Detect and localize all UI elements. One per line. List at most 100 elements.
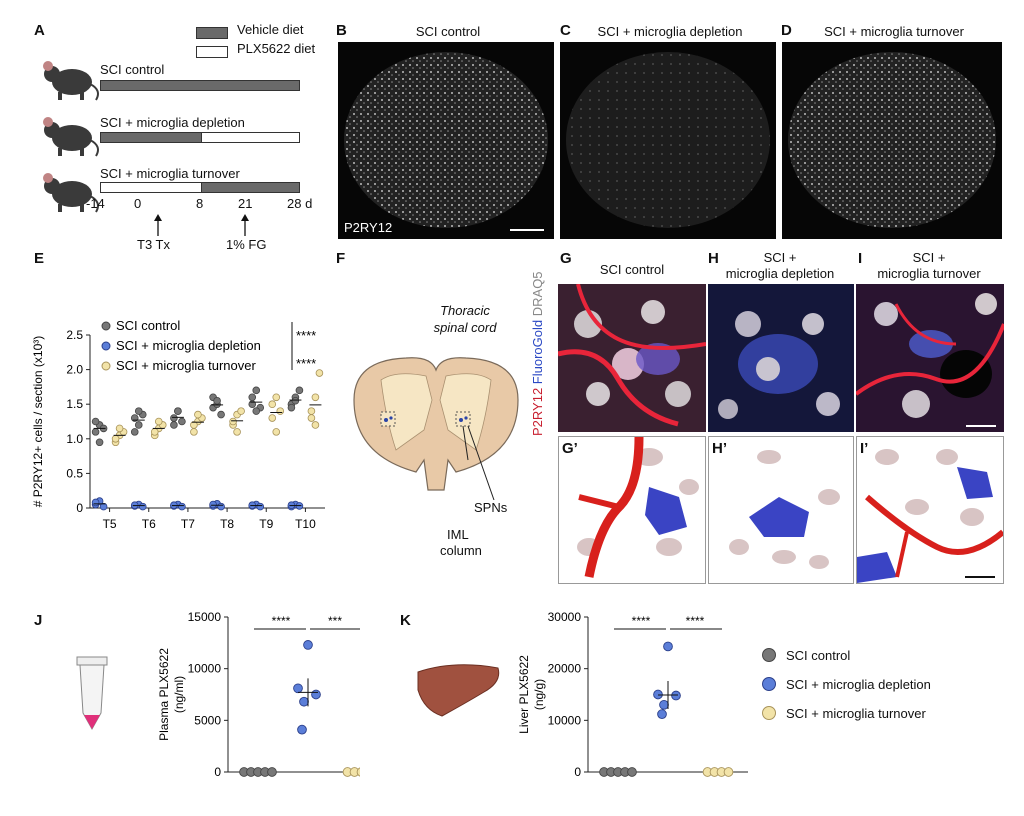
y-tick-label: 10000 [188, 662, 222, 676]
panel-label-c: C [560, 22, 571, 39]
data-point [293, 683, 303, 694]
data-point [252, 386, 261, 395]
mouse-icon [43, 117, 99, 157]
row-label-control: SCI control [100, 62, 165, 77]
data-point [723, 767, 734, 777]
panel-label-gp: G’ [562, 440, 578, 457]
y-tick-label: 2.0 [66, 363, 83, 377]
data-point [653, 689, 663, 700]
data-point [297, 724, 307, 735]
data-point [287, 403, 296, 412]
liver-icon [417, 664, 500, 717]
data-point [671, 690, 681, 701]
data-point [178, 502, 186, 511]
micrograph-title-d: SCI + microglia turnover [824, 24, 964, 39]
data-point [627, 767, 637, 777]
y-axis-label: # P2RY12+ cells / section (x10³) [31, 336, 45, 508]
data-point [233, 428, 241, 436]
sig-label: **** [632, 614, 651, 628]
y-axis-unit: (ng/g) [532, 679, 546, 710]
data-point [307, 407, 316, 415]
panel-label-i: I [858, 250, 863, 267]
stain-red: P2RY12 [530, 387, 545, 436]
data-point [115, 424, 124, 433]
micrograph-d [782, 42, 1002, 239]
data-point [213, 396, 221, 405]
y-axis-unit: (ng/ml) [172, 676, 186, 713]
confocal-i [856, 284, 1004, 432]
legend-label: SCI + microglia turnover [116, 358, 256, 373]
day-label: 0 [134, 196, 142, 211]
data-point [272, 428, 281, 436]
data-point [295, 386, 304, 395]
f-title-1: Thoracic [440, 303, 490, 318]
iml-box [380, 411, 396, 427]
legend-depletion: SCI + microglia depletion [786, 677, 931, 692]
data-point [217, 410, 225, 419]
legend-label: SCI control [116, 318, 180, 333]
sig-label: **** [272, 614, 291, 628]
spinal-cord-section [566, 52, 770, 228]
row-label-turnover: SCI + microglia turnover [100, 166, 240, 181]
legend-dot-control [762, 648, 776, 662]
data-point [194, 410, 202, 419]
data-point [291, 396, 300, 405]
legend-turnover: SCI + microglia turnover [786, 706, 926, 721]
y-tick-label: 2.5 [66, 328, 83, 342]
iml-box [455, 411, 471, 427]
data-point [170, 414, 178, 422]
h-title-2: microglia depletion [725, 266, 835, 281]
tube-icon [76, 656, 108, 731]
x-tick-label: T9 [259, 517, 273, 531]
data-point [99, 502, 108, 511]
data-point [276, 407, 285, 415]
render-gp [558, 436, 706, 584]
data-point [311, 421, 320, 429]
data-point [134, 421, 143, 429]
g-title: SCI control [599, 262, 665, 277]
data-point [267, 767, 277, 777]
i-title-1: SCI + [912, 250, 946, 265]
data-point [170, 421, 178, 429]
arrow-label-t3: T3 Tx [137, 237, 170, 252]
stain-gray: DRAQ5 [530, 271, 545, 317]
micrograph-b: P2RY12 [338, 42, 554, 239]
legend-control: SCI control [786, 648, 851, 663]
f-title-2: spinal cord [433, 320, 497, 335]
stain-label: P2RY12 [344, 220, 392, 235]
y-tick-label: 0 [574, 765, 581, 779]
panel-label-ip: I’ [860, 440, 869, 457]
sig-label: **** [296, 356, 316, 371]
micrograph-c [560, 42, 776, 239]
legend-swatch-vehicle [196, 27, 228, 39]
data-point [217, 502, 225, 511]
sig-label: *** [328, 614, 342, 628]
data-point [663, 641, 673, 652]
legend-dot-turnover [762, 706, 776, 720]
y-tick-label: 15000 [188, 610, 222, 624]
x-tick-label: T10 [295, 517, 316, 531]
data-point [111, 435, 120, 443]
data-point [91, 498, 100, 507]
f-label-column: column [440, 543, 482, 558]
panel-label-f: F [336, 250, 346, 267]
spinal-cord-diagram [353, 357, 519, 500]
data-point [190, 428, 198, 436]
mouse-icon [43, 61, 99, 101]
diet-bar-depletion-plx [201, 132, 300, 143]
panel-label-j: J [34, 612, 43, 629]
data-point [657, 709, 667, 719]
legend-dot [101, 361, 111, 371]
chart-e: 0 0.5 1.0 1.5 2.0 2.5 # P2RY12+ cells / sectio… [31, 318, 325, 531]
day-label: 8 [196, 196, 204, 211]
y-axis-label: Plasma PLX5622 [157, 648, 171, 741]
legend-dot [101, 341, 111, 351]
data-point [209, 500, 217, 509]
x-tick-label: T6 [142, 517, 156, 531]
data-point [229, 417, 237, 426]
data-point [311, 689, 321, 700]
y-tick-label: 0 [76, 501, 83, 515]
y-tick-label: 10000 [548, 713, 582, 727]
y-tick-label: 0 [214, 765, 221, 779]
